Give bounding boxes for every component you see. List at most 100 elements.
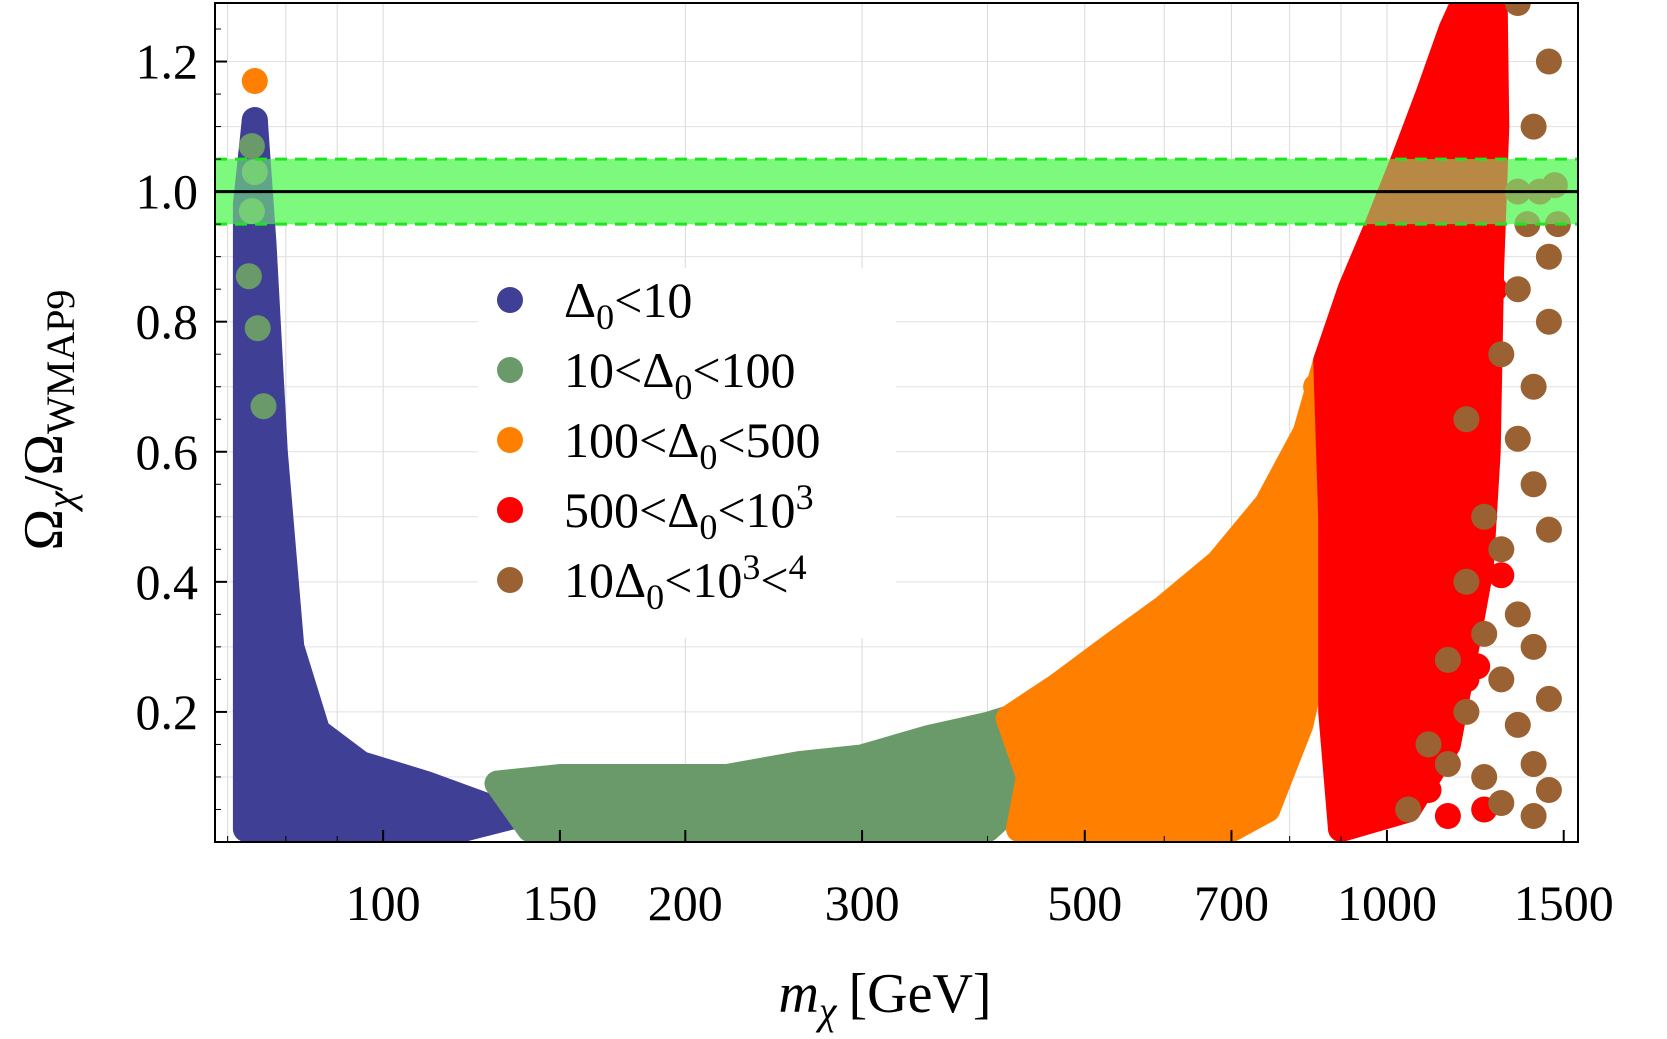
data-point (916, 737, 943, 764)
legend-text-part: 0 (596, 297, 614, 337)
data-point (1535, 243, 1562, 270)
legend-swatch (497, 357, 523, 383)
data-point (240, 230, 266, 257)
data-point (1151, 620, 1178, 647)
legend-text-part: <10 (717, 482, 795, 538)
data-point (1218, 731, 1245, 758)
legend-text-part: 0 (699, 507, 717, 547)
data-point (626, 777, 653, 803)
legend-text-part: 0 (646, 577, 664, 617)
data-point (238, 425, 265, 452)
data-point (849, 757, 876, 784)
y-axis-num: Ω (13, 509, 75, 551)
data-point (299, 731, 326, 758)
data-point (995, 705, 1022, 732)
data-point (1453, 698, 1480, 725)
data-point (238, 503, 265, 530)
legend-label: 100<Δ0<500 (564, 412, 821, 477)
legend-swatch (497, 497, 523, 523)
data-point (241, 107, 268, 134)
legend-label: 10Δ0<103<4 (564, 547, 807, 617)
data-point (1504, 425, 1531, 452)
data-point (1276, 711, 1303, 738)
data-point (1504, 711, 1531, 738)
data-point (370, 764, 397, 790)
data-point (546, 770, 573, 797)
data-point (1481, 276, 1508, 303)
data-point (449, 790, 476, 816)
y-tick-label: 1.2 (136, 34, 199, 90)
legend-label: 500<Δ0<103 (564, 477, 814, 547)
data-point (241, 68, 268, 94)
legend-label: Δ0<10 (564, 272, 692, 337)
data-point (1535, 685, 1562, 712)
legend-text-part: Δ (642, 342, 674, 398)
data-point (1415, 731, 1442, 758)
y-tick-label: 1.0 (136, 164, 199, 220)
data-point (1520, 751, 1547, 777)
x-tick-label: 300 (825, 875, 900, 931)
legend-text-part: <10 (664, 552, 742, 608)
data-point (238, 633, 265, 660)
data-point (1328, 796, 1354, 823)
legend-text-part: <500 (717, 412, 820, 468)
legend-text-part: Δ (614, 552, 646, 608)
legend-text-part: Δ (667, 482, 699, 538)
data-point (1520, 373, 1547, 400)
data-point (1471, 620, 1498, 647)
data-point (1504, 601, 1531, 628)
legend-text-part: Δ (667, 412, 699, 468)
data-point (235, 263, 262, 290)
data-point (1395, 731, 1422, 758)
data-point (238, 133, 265, 160)
data-point (232, 360, 259, 387)
legend-text-part: 10< (564, 342, 642, 398)
data-point (1455, 3, 1478, 10)
legend-text-part: < (760, 552, 788, 608)
data-point (1423, 698, 1450, 725)
y-axis-slash: / (13, 475, 75, 491)
legend-label: 10<Δ0<100 (564, 342, 796, 407)
data-point (1434, 646, 1461, 673)
legend-text-part: 4 (789, 547, 807, 587)
axis-ticks (215, 28, 1565, 842)
series-region (484, 705, 1032, 842)
data-point (241, 341, 268, 368)
data-point (1488, 666, 1515, 693)
data-point (1504, 3, 1531, 16)
legend-text-part: 3 (796, 477, 814, 517)
legend: Δ0<1010<Δ0<100100<Δ0<500500<Δ0<10310Δ0<1… (478, 268, 896, 638)
x-axis-unit: [GeV] (849, 963, 992, 1025)
legend-box (478, 268, 896, 638)
data-point (974, 718, 1001, 745)
legend-swatch (497, 287, 523, 313)
data-point (370, 796, 397, 823)
data-point (250, 698, 277, 725)
x-tick-label: 700 (1194, 875, 1269, 931)
data-point (1520, 113, 1547, 140)
data-point (1471, 16, 1498, 42)
x-tick-label: 1000 (1337, 875, 1437, 931)
data-point (1453, 406, 1480, 433)
data-point (672, 777, 699, 803)
y-tick-label: 0.8 (136, 294, 199, 350)
x-tick-label: 100 (346, 875, 421, 931)
x-axis-title: mχ [GeV] (778, 963, 991, 1033)
legend-text-part: 3 (742, 547, 760, 587)
x-tick-label: 1500 (1514, 875, 1614, 931)
legend-swatch (497, 567, 523, 593)
data-point (324, 751, 351, 777)
data-point (1276, 633, 1303, 660)
legend-text-part: 0 (674, 367, 692, 407)
y-tick-label: 0.4 (136, 554, 199, 610)
y-tick-label: 0.2 (136, 684, 199, 740)
data-point (1520, 633, 1547, 660)
data-point (1535, 516, 1562, 543)
plot-frame (214, 2, 1579, 843)
x-tick-label: 200 (648, 875, 723, 931)
data-point (1535, 308, 1562, 335)
data-point (1478, 113, 1505, 140)
data-point (244, 568, 271, 595)
y-axis-den: Ω (13, 434, 75, 476)
data-point (1453, 568, 1480, 595)
